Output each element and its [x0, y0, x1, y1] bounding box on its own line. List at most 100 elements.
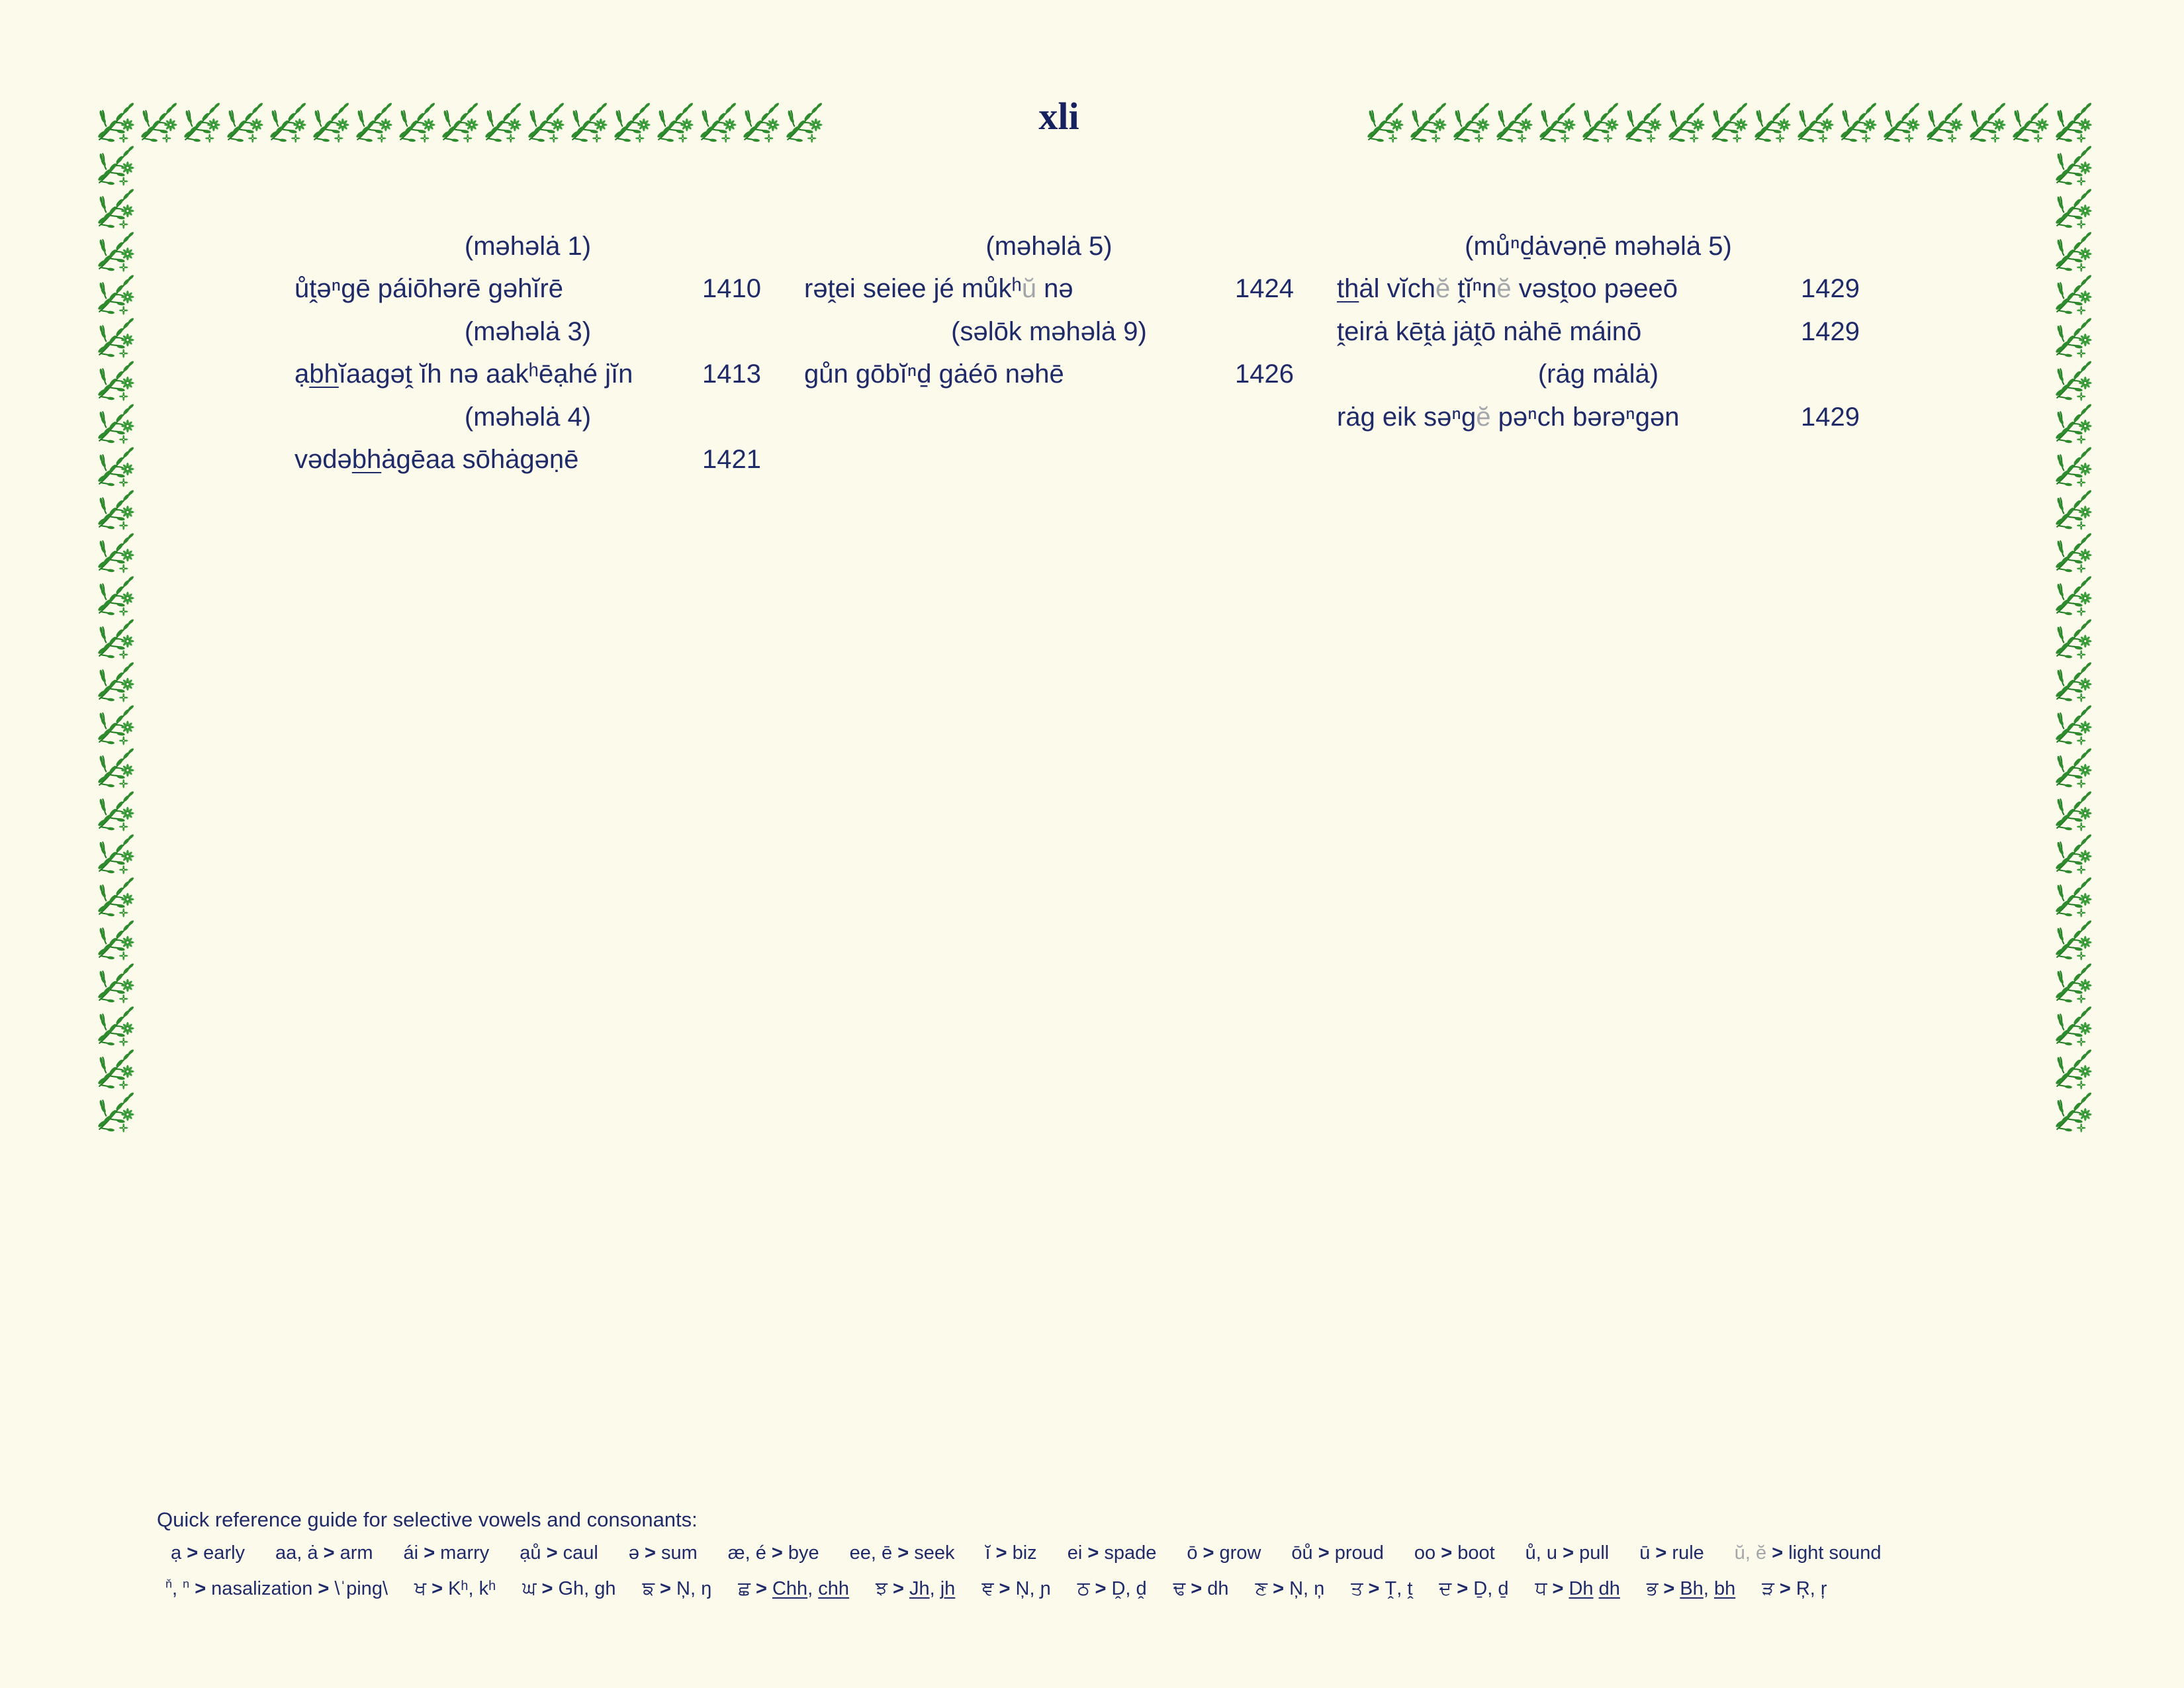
- maps-to-symbol: >: [1095, 1578, 1107, 1599]
- floral-ornament-icon: [1448, 101, 1491, 144]
- floral-ornament-icon: [265, 101, 308, 144]
- floral-ornament-icon: [2050, 1047, 2093, 1090]
- entry-title: rȧg eik səⁿgĕ pəⁿch bərəⁿgən: [1337, 402, 1679, 432]
- toc-section-header: (məhəlȧ 5): [804, 225, 1294, 268]
- maps-to-symbol: >: [541, 1578, 553, 1599]
- text-segment: ạ > early: [171, 1542, 246, 1564]
- text-segment: (rȧg mȧlȧ): [1537, 359, 1659, 389]
- text-segment: > Gh, gh: [541, 1578, 616, 1599]
- maps-to-symbol: >: [1087, 1542, 1099, 1564]
- floral-ornament-icon: [93, 617, 136, 660]
- text-segment: ਣ: [1255, 1578, 1268, 1599]
- text-segment: ਭ: [1646, 1578, 1659, 1599]
- toc-section-header: (məhəlȧ 1): [295, 225, 761, 268]
- text-segment: > Ņ, ŋ: [660, 1578, 712, 1599]
- floral-ornament-icon: [2050, 359, 2093, 402]
- section-header-text: (məhəlȧ 5): [804, 232, 1294, 261]
- floral-ornament-icon: [1921, 101, 1964, 144]
- floral-ornament-icon: [1835, 101, 1878, 144]
- text-segment: ň: [165, 1577, 172, 1591]
- guide-heading: Quick reference guide for selective vowe…: [157, 1508, 698, 1531]
- maps-to-symbol: >: [1663, 1578, 1675, 1599]
- floral-ornament-icon: [2050, 574, 2093, 617]
- consonant-guide-item: ਢ > dh: [1173, 1578, 1229, 1600]
- text-segment: >: [887, 1578, 909, 1599]
- text-segment: (məhəlȧ 1): [464, 231, 592, 261]
- maps-to-symbol: >: [1318, 1542, 1330, 1564]
- page-number: 1424: [1235, 274, 1294, 304]
- vowel-guide-item: ů, u > pull: [1525, 1542, 1610, 1564]
- text-segment: ṱeirȧ kēṱȧ jȧṱō nȧhē máinō: [1337, 316, 1642, 346]
- text-segment: ĕ: [1496, 274, 1512, 304]
- maps-to-symbol: >: [1191, 1578, 1203, 1599]
- toc-section-header: (səlōk məhəlȧ 9): [804, 310, 1294, 353]
- vowel-guide-item: æ, é > bye: [728, 1542, 819, 1564]
- maps-to-symbol: >: [1368, 1578, 1380, 1599]
- vowel-guide-item: ĭ > biz: [985, 1542, 1036, 1564]
- vowel-guide-item: ạů > caul: [520, 1542, 598, 1564]
- floral-ornament-icon: [179, 101, 222, 144]
- page-number: 1410: [702, 274, 761, 304]
- maps-to-symbol: >: [755, 1578, 767, 1599]
- floral-ornament-icon: [222, 101, 265, 144]
- vowel-guide-item: ōů > proud: [1291, 1542, 1384, 1564]
- maps-to-symbol: >: [424, 1542, 435, 1564]
- guide-consonant-line: ň, n > nasalization > \ˈping\ ਖ > Kʰ, kʰ ਘ…: [165, 1577, 1827, 1600]
- text-segment: nə: [1036, 274, 1073, 304]
- floral-ornament-icon: [566, 101, 609, 144]
- text-segment: ĭ > biz: [985, 1542, 1037, 1564]
- floral-ornament-icon: [2050, 746, 2093, 789]
- toc-section-header: (məhəlȧ 4): [295, 396, 761, 439]
- text-segment: ,: [1703, 1578, 1714, 1599]
- vowel-guide-item: oo > boot: [1414, 1542, 1495, 1564]
- floral-ornament-icon: [2050, 961, 2093, 1004]
- toc-column-2: (məhəlȧ 5) rəṱei seiee jé můkʰŭ nə 1424 (sə…: [804, 225, 1294, 396]
- floral-ornament-icon: [695, 101, 738, 144]
- floral-ornament-icon: [2050, 402, 2093, 445]
- consonant-guide-item: ਠ > Ḓ, ḓ: [1077, 1578, 1147, 1600]
- floral-ornament-icon: [93, 660, 136, 703]
- floral-ornament-icon: [652, 101, 695, 144]
- text-segment: > Ņ, ɲ: [999, 1578, 1051, 1599]
- toc-column-3: (můⁿḏȧvəṇē məhəlȧ 5) thȧl vĭchĕ ṱĭⁿnĕ vəs…: [1337, 225, 1860, 439]
- text-segment: ū > rule: [1639, 1542, 1704, 1564]
- text-segment: ਢ: [1173, 1578, 1186, 1599]
- consonant-guide-item: ਖ > Kʰ, kʰ: [414, 1578, 496, 1600]
- consonant-guide-item: ਭ > Bh, bh: [1647, 1578, 1735, 1600]
- floral-ornament-icon: [2050, 445, 2093, 488]
- text-segment: Jh: [909, 1578, 930, 1599]
- text-segment: gůn gōbĭⁿḏ gȧéō nəhē: [804, 359, 1064, 389]
- text-segment: Chh: [772, 1578, 808, 1599]
- page-number: 1421: [702, 445, 761, 475]
- text-segment: ĕ: [1435, 274, 1451, 304]
- text-segment: rȧg eik səⁿg: [1337, 402, 1477, 432]
- entry-title: ůṱəⁿgē páiōhərē gəhĭrē: [295, 274, 563, 304]
- floral-ornament-icon: [394, 101, 437, 144]
- vowel-guide-item: ō > grow: [1187, 1542, 1261, 1564]
- floral-ornament-icon: [93, 832, 136, 875]
- maps-to-symbol: >: [897, 1542, 909, 1564]
- text-segment: [1594, 1578, 1599, 1599]
- maps-to-symbol: >: [187, 1542, 199, 1564]
- text-segment: ਝ: [876, 1578, 887, 1599]
- maps-to-symbol: >: [546, 1542, 558, 1564]
- floral-ornament-icon: [2050, 230, 2093, 273]
- toc-section-header: (rȧg mȧlȧ): [1337, 353, 1860, 397]
- toc-entry: thȧl vĭchĕ ṱĭⁿnĕ vəsṱoo pəeeō 1429: [1337, 268, 1860, 311]
- consonant-guide-item: ਛ > Chh, chh: [738, 1578, 849, 1600]
- maps-to-symbol: >: [1273, 1578, 1285, 1599]
- text-segment: > light sound: [1772, 1542, 1882, 1564]
- floral-ornament-icon: [2050, 832, 2093, 875]
- floral-ornament-icon: [93, 961, 136, 1004]
- floral-ornament-icon: [1491, 101, 1534, 144]
- floral-border-right: [2050, 101, 2093, 1133]
- page-number: 1429: [1801, 274, 1860, 304]
- floral-ornament-icon: [2050, 1004, 2093, 1047]
- text-segment: ਧ: [1535, 1578, 1547, 1599]
- text-segment: ŭ: [1021, 274, 1037, 304]
- text-segment: ੜ: [1762, 1578, 1774, 1599]
- floral-ornament-icon: [523, 101, 566, 144]
- floral-ornament-icon: [93, 101, 136, 144]
- consonant-guide-item: ਧ > Dh dh: [1535, 1578, 1619, 1600]
- text-segment: ,: [172, 1578, 183, 1599]
